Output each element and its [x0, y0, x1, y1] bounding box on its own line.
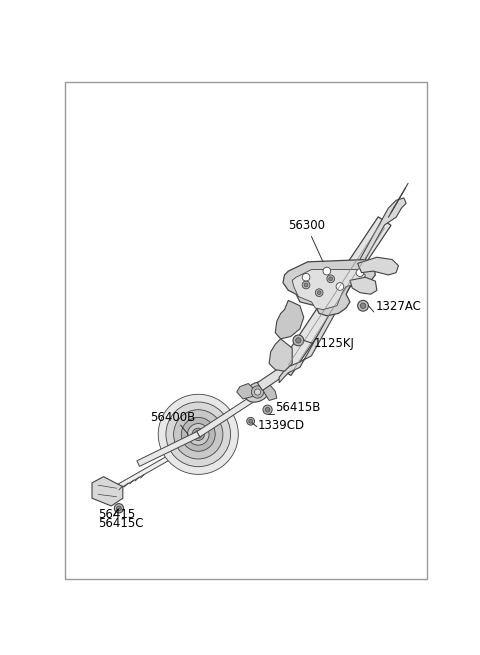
Circle shape	[254, 389, 261, 395]
Ellipse shape	[245, 382, 270, 402]
Circle shape	[336, 283, 344, 290]
Circle shape	[296, 338, 301, 343]
Polygon shape	[269, 339, 292, 371]
Polygon shape	[275, 301, 304, 339]
Polygon shape	[283, 259, 375, 316]
Circle shape	[358, 301, 369, 311]
Text: 56300: 56300	[288, 219, 325, 232]
Circle shape	[327, 275, 335, 283]
Circle shape	[304, 283, 308, 287]
Polygon shape	[257, 364, 291, 390]
Text: 56400B: 56400B	[150, 411, 195, 424]
Circle shape	[302, 273, 310, 281]
Polygon shape	[260, 382, 277, 400]
Circle shape	[323, 267, 331, 275]
Circle shape	[356, 269, 364, 276]
Polygon shape	[350, 277, 377, 294]
Polygon shape	[92, 477, 123, 506]
Circle shape	[166, 402, 230, 466]
Circle shape	[192, 428, 204, 441]
Polygon shape	[237, 384, 255, 399]
Circle shape	[247, 417, 254, 425]
Circle shape	[329, 277, 333, 281]
Circle shape	[293, 335, 304, 346]
Circle shape	[360, 303, 366, 309]
Text: 1327AC: 1327AC	[375, 299, 421, 312]
Circle shape	[188, 424, 209, 445]
Text: 56415B: 56415B	[275, 402, 321, 414]
Circle shape	[249, 419, 252, 423]
Circle shape	[315, 289, 323, 297]
Text: 56415C: 56415C	[98, 517, 144, 530]
Polygon shape	[197, 396, 255, 437]
Text: 1339CD: 1339CD	[258, 419, 305, 432]
Circle shape	[174, 409, 223, 459]
Polygon shape	[279, 198, 406, 383]
Circle shape	[117, 506, 121, 510]
Circle shape	[317, 291, 321, 295]
Circle shape	[252, 386, 264, 398]
Circle shape	[265, 407, 270, 412]
Circle shape	[263, 405, 272, 415]
Circle shape	[181, 417, 215, 451]
Polygon shape	[106, 429, 216, 495]
Polygon shape	[137, 432, 200, 466]
Circle shape	[302, 281, 310, 289]
Circle shape	[194, 430, 202, 438]
Polygon shape	[358, 257, 398, 275]
Text: 1125KJ: 1125KJ	[314, 337, 355, 350]
Polygon shape	[278, 217, 391, 375]
Circle shape	[158, 394, 238, 474]
Polygon shape	[292, 270, 365, 310]
Text: 56415: 56415	[98, 508, 135, 521]
Circle shape	[114, 504, 123, 513]
